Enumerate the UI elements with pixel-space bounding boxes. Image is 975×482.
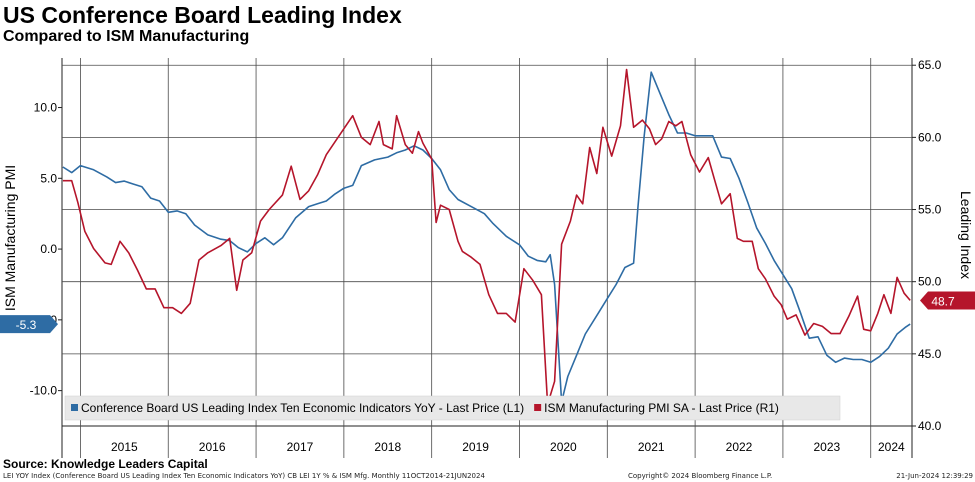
left-tick-label: 5.0 xyxy=(40,171,57,185)
right-tick-label: 55.0 xyxy=(918,203,942,217)
ism-series-line xyxy=(62,68,911,406)
right-tick-label: 40.0 xyxy=(918,419,942,433)
last-price-badges: -5.3 48.7 xyxy=(0,291,975,334)
year-tick-label: 2020 xyxy=(550,440,577,454)
legend-label-ism: ISM Manufacturing PMI SA - Last Price (R… xyxy=(544,401,779,415)
year-tick-label: 2021 xyxy=(638,440,665,454)
ism-last-value: 48.7 xyxy=(931,294,955,308)
right-tick-label: 65.0 xyxy=(918,58,942,72)
right-axis-label: Leading Index xyxy=(958,191,974,279)
year-tick-label: 2016 xyxy=(199,440,226,454)
left-tick-label: 10.0 xyxy=(34,101,58,115)
legend-box xyxy=(64,395,841,421)
year-tick-label: 2019 xyxy=(462,440,489,454)
legend-label-lei: Conference Board US Leading Index Ten Ec… xyxy=(81,401,524,415)
source-note: Source: Knowledge Leaders Capital xyxy=(3,457,208,471)
legend: Conference Board US Leading Index Ten Ec… xyxy=(64,395,841,421)
grid-lines xyxy=(61,58,913,458)
footer-timestamp: 21-Jun-2024 12:39:29 xyxy=(896,472,973,480)
chart-title: US Conference Board Leading Index xyxy=(3,2,402,28)
year-tick-label: 2023 xyxy=(813,440,840,454)
footer-copyright: Copyright© 2024 Bloomberg Finance L.P. xyxy=(628,472,773,480)
left-tick-label: -10.0 xyxy=(30,384,58,398)
year-tick-label: 2017 xyxy=(287,440,314,454)
footer-description: LEI YOY Index (Conference Board US Leadi… xyxy=(3,472,485,480)
year-tick-label: 2024 xyxy=(878,440,905,454)
right-tick-label: 60.0 xyxy=(918,130,942,144)
lei-last-badge xyxy=(0,315,58,334)
legend-swatch-lei xyxy=(71,404,78,411)
right-tick-label: 45.0 xyxy=(918,347,942,361)
plot-series xyxy=(62,68,911,406)
ism-last-badge xyxy=(920,291,975,310)
year-tick-label: 2018 xyxy=(374,440,401,454)
year-tick-label: 2022 xyxy=(726,440,753,454)
right-tick-label: 50.0 xyxy=(918,275,942,289)
right-axis: 65.0 60.0 55.0 50.0 45.0 40.0 Leading Index xyxy=(912,58,974,433)
left-axis-label: ISM Manufacturing PMI xyxy=(2,165,18,311)
legend-swatch-ism xyxy=(534,404,542,411)
left-tick-label: 0.0 xyxy=(40,242,57,256)
x-axis: 2015 2016 2017 2018 2019 2020 2021 2022 2023 2024 xyxy=(111,440,905,454)
lei-last-value: -5.3 xyxy=(16,318,37,332)
lei-series-line xyxy=(62,71,911,403)
chart-subtitle: Compared to ISM Manufacturing xyxy=(3,28,250,45)
year-tick-label: 2015 xyxy=(111,440,138,454)
